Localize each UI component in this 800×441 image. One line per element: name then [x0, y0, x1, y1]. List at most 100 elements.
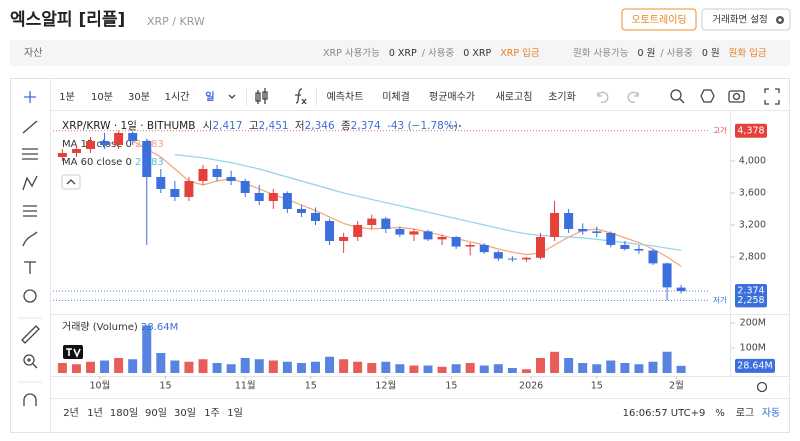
redo-icon[interactable] — [627, 91, 639, 103]
settings-label[interactable]: 거래화면 설정 — [712, 15, 767, 26]
plot: 2,800 3,200 3,600 4,000 100M 200M 10월 15 11월 15 12… — [53, 123, 775, 392]
crosshair-tool[interactable] — [24, 91, 36, 103]
candle-body — [550, 212, 560, 237]
volume-bar — [170, 360, 180, 373]
emoji-tool[interactable] — [23, 289, 37, 303]
candle-body — [240, 180, 250, 193]
volume-bar — [86, 361, 95, 373]
label: XRP 사용가능 — [323, 48, 380, 59]
page-title: 엑스알피 [리플] — [10, 10, 125, 30]
volume-bar — [493, 364, 503, 373]
volume-value: 28.64M — [141, 322, 178, 333]
camera-icon[interactable] — [728, 90, 745, 103]
camera-lens — [732, 92, 741, 101]
interval-dropdown[interactable] — [228, 94, 236, 99]
candle-body — [451, 236, 461, 247]
interval[interactable]: 30분 — [128, 91, 150, 103]
trendline-tool[interactable] — [22, 120, 38, 134]
zoom-tool[interactable] — [23, 354, 35, 366]
volume-bar — [142, 325, 152, 373]
axis-settings[interactable] — [756, 381, 768, 393]
brush-tool[interactable] — [22, 231, 38, 247]
range[interactable]: 30일 — [174, 407, 196, 419]
candle-body — [86, 140, 95, 149]
toolbar-action[interactable]: 미체결 — [382, 91, 410, 103]
quote-value: 2,374 — [351, 120, 381, 132]
price-marker-name: 고가 — [713, 126, 727, 135]
x-tick-label: 12월 — [375, 380, 396, 392]
x-tick-label: 2026 — [519, 381, 543, 392]
quote-value: 2,451 — [259, 120, 289, 132]
indicator-icon[interactable] — [295, 88, 307, 105]
deposit-link[interactable]: XRP 입금 — [500, 47, 540, 59]
price-marker-box — [735, 123, 767, 138]
more-dots[interactable] — [448, 124, 462, 128]
interval[interactable]: 1분 — [59, 91, 75, 103]
candle-body — [198, 168, 208, 181]
chart-panel — [10, 78, 790, 433]
x-tick-label: 15 — [305, 381, 317, 392]
undo-icon[interactable] — [597, 91, 609, 103]
quote-label: 시 — [203, 120, 213, 132]
zoom-plus — [27, 358, 38, 369]
collapse-button[interactable] — [61, 174, 81, 190]
volume-bar — [423, 365, 433, 373]
candle-body — [521, 257, 531, 260]
fullscreen-icon[interactable] — [764, 88, 780, 105]
toolbar-action[interactable]: 초기화 — [548, 91, 576, 103]
toolbar-action[interactable]: 새로고침 — [496, 91, 533, 103]
interval[interactable]: 1시간 — [165, 91, 190, 103]
fib-tool[interactable] — [22, 148, 38, 160]
candle-body — [254, 192, 264, 201]
volume-bar — [296, 363, 306, 373]
projection-tool[interactable] — [23, 205, 37, 217]
volume-bar — [606, 360, 616, 373]
pattern-tool[interactable] — [22, 175, 38, 191]
candle-body — [268, 192, 278, 201]
value: 0 원 — [638, 48, 656, 59]
x-tick-label: 15 — [445, 381, 457, 392]
deposit-link[interactable]: 원화 입금 — [729, 47, 767, 59]
range[interactable]: 1일 — [227, 407, 243, 419]
search-handle — [679, 98, 685, 104]
price-marker-name: 저가 — [713, 295, 727, 304]
range[interactable]: 90일 — [145, 407, 167, 419]
quote-value: 2,417 — [212, 120, 242, 132]
candle-body — [479, 244, 489, 253]
range[interactable]: 1주 — [204, 408, 220, 419]
candle-body — [282, 192, 292, 209]
scale-option[interactable]: 로그 — [736, 408, 754, 419]
toolbar-action[interactable]: 예측차트 — [327, 91, 364, 103]
range[interactable]: 2년 — [63, 407, 79, 419]
settings-icon[interactable] — [700, 89, 715, 103]
interval[interactable]: 10분 — [91, 91, 113, 103]
volume-bar — [156, 353, 166, 373]
scale-option[interactable]: 자동 — [762, 407, 780, 419]
autotrade-button[interactable] — [621, 8, 697, 31]
range[interactable]: 180일 — [110, 407, 138, 419]
settings-button[interactable] — [701, 8, 791, 31]
candle-body — [634, 248, 644, 251]
y-tick-label: 3,200 — [739, 219, 766, 230]
search-icon[interactable] — [670, 89, 682, 101]
autotrade-label[interactable]: 오토트레이딩 — [631, 14, 686, 26]
magnet-tool[interactable] — [23, 393, 37, 406]
text-tool[interactable] — [24, 261, 36, 274]
candle-body — [381, 218, 391, 229]
volume-bar — [268, 360, 278, 373]
volume-bar — [592, 364, 602, 373]
candle-body — [71, 148, 81, 153]
scale-option[interactable]: % — [715, 408, 725, 419]
candle-body — [212, 168, 222, 177]
ruler-tool[interactable] — [21, 325, 40, 344]
volume-bar — [564, 358, 574, 373]
ma-line — [132, 140, 682, 267]
range[interactable]: 1년 — [87, 407, 103, 419]
candle-body — [57, 152, 67, 157]
toolbar-action[interactable]: 평균매수가 — [429, 91, 475, 103]
chart-type-icon[interactable] — [255, 88, 268, 104]
value: 0 XRP — [389, 48, 417, 59]
interval-active[interactable]: 일 — [205, 90, 214, 103]
price-marker-label: 4,378 — [737, 125, 764, 136]
